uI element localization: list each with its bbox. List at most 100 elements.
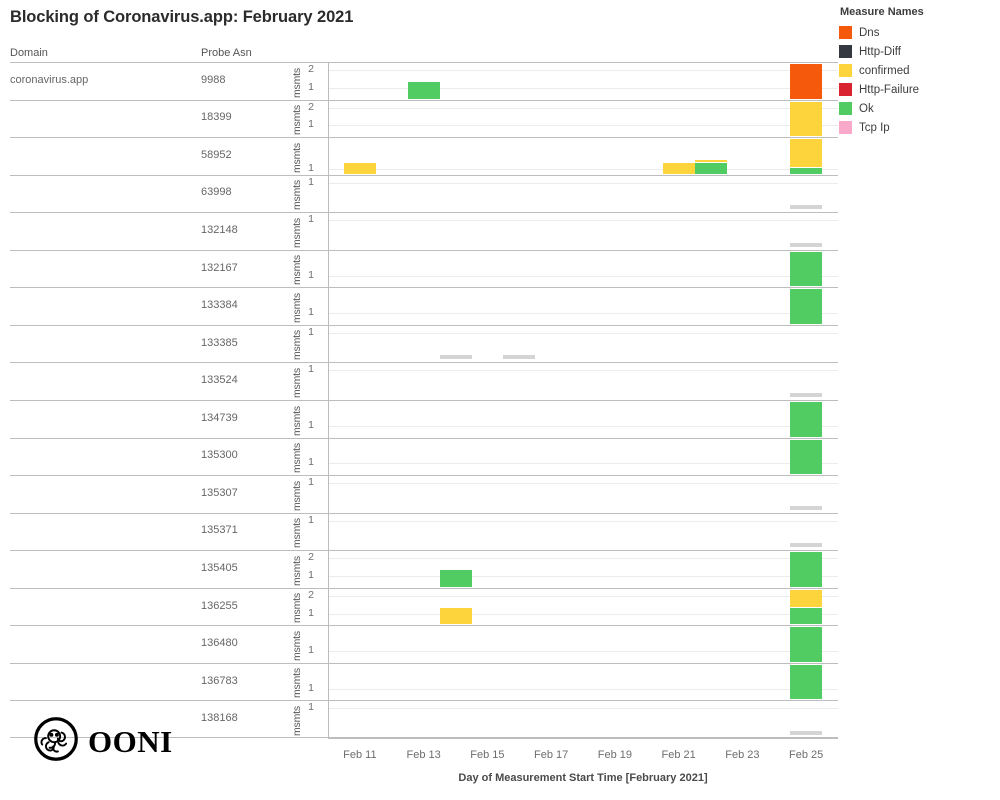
legend-item-label: Http-Failure	[859, 83, 920, 96]
x-axis-tick-label: Feb 21	[661, 749, 696, 761]
chart-row	[10, 475, 838, 513]
gridline	[328, 125, 838, 127]
y-axis-tick-label: 1	[308, 644, 314, 657]
y-axis-tick-label: 2	[308, 63, 314, 75]
legend-item[interactable]: confirmed	[839, 61, 994, 80]
probe-asn-label: 138168	[201, 712, 238, 725]
bar-segment-confirmed[interactable]	[790, 589, 823, 607]
probe-asn-label: 58952	[201, 148, 232, 161]
x-axis-tick-label: Feb 11	[343, 749, 377, 761]
chart-row	[10, 625, 838, 663]
legend-items: Dns Http-Diff confirmed Http-Failure Ok Tcp I…	[839, 23, 994, 137]
x-axis-line	[328, 738, 838, 739]
bar-segment-ok[interactable]	[790, 552, 823, 587]
bar-segment-ok[interactable]	[439, 570, 472, 587]
probe-asn-label: 135371	[201, 524, 238, 537]
y-axis-tick-label: 1	[308, 418, 314, 431]
y-axis-tick-label: 1	[308, 513, 314, 526]
legend-swatch-icon	[839, 64, 852, 77]
bar-segment-ok[interactable]	[790, 439, 823, 475]
y-axis-tick-label: 1	[308, 118, 314, 131]
probe-asn-label: 63998	[201, 186, 232, 199]
gridline	[328, 168, 838, 170]
legend-item[interactable]: Http-Failure	[839, 80, 994, 99]
chart-row	[10, 212, 838, 250]
gridline	[328, 332, 838, 334]
probe-asn-label: 132167	[201, 261, 238, 274]
legend-item-label: Tcp Ip	[859, 121, 890, 134]
bar-segment-dns[interactable]	[790, 64, 823, 99]
bar-segment-ok[interactable]	[790, 627, 823, 662]
gridline	[328, 370, 838, 372]
empty-measurement-marker	[790, 393, 823, 397]
chart-row	[10, 99, 838, 138]
x-axis-tick-label: Feb 25	[789, 749, 824, 761]
probe-asn-label: 9988	[201, 73, 226, 86]
empty-measurement-marker	[790, 242, 823, 247]
bar-segment-ok[interactable]	[694, 162, 727, 174]
chart-row	[10, 324, 838, 363]
gridline	[328, 483, 838, 485]
empty-measurement-marker	[439, 355, 472, 360]
chart-row	[10, 587, 838, 626]
x-axis-tick-label: Feb 19	[597, 749, 632, 761]
chart-row	[10, 249, 838, 288]
chart-row	[10, 437, 838, 476]
legend-swatch-icon	[839, 121, 852, 134]
x-axis-tick-label: Feb 13	[406, 749, 441, 761]
legend-swatch-icon	[839, 102, 852, 115]
legend-swatch-icon	[839, 83, 852, 96]
legend-item-label: Dns	[859, 26, 880, 39]
bar-segment-confirmed[interactable]	[343, 162, 376, 174]
y-axis-tick-label: 1	[308, 456, 314, 469]
bar-segment-confirmed[interactable]	[790, 101, 823, 137]
legend-item[interactable]: Dns	[839, 23, 994, 42]
probe-asn-label: 136480	[201, 637, 238, 650]
bar-segment-ok[interactable]	[790, 607, 823, 625]
gridline	[328, 313, 838, 315]
gridline	[328, 425, 838, 427]
legend-item-label: Ok	[859, 102, 874, 115]
chart-plot-area: 9988 msmts 1 2 18399 msmts 1 2 58952 msmts 1 63998 m…	[10, 62, 838, 738]
y-axis-tick-label: 1	[308, 161, 314, 174]
chart-row	[10, 512, 838, 551]
gridline	[328, 595, 838, 597]
legend-item[interactable]: Ok	[839, 99, 994, 118]
bar-segment-ok[interactable]	[790, 664, 823, 700]
gridline	[328, 107, 838, 109]
bar-segment-ok[interactable]	[790, 289, 823, 324]
probe-asn-label: 133384	[201, 299, 238, 312]
legend-item[interactable]: Http-Diff	[839, 42, 994, 61]
bar-segment-ok[interactable]	[790, 402, 823, 437]
probe-asn-label: 136783	[201, 674, 238, 687]
gridline	[328, 70, 838, 71]
bar-segment-ok[interactable]	[790, 167, 823, 174]
y-axis-tick-label: 1	[308, 681, 314, 694]
gridline	[328, 182, 838, 184]
probe-asn-label: 133524	[201, 374, 238, 387]
legend-title: Measure Names	[840, 6, 924, 18]
y-axis-tick-label: 1	[308, 268, 314, 281]
x-axis-tick-label: Feb 23	[725, 749, 760, 761]
bar-segment-confirmed[interactable]	[662, 162, 695, 174]
gridline	[328, 520, 838, 522]
legend-item[interactable]: Tcp Ip	[839, 118, 994, 137]
probe-asn-label: 136255	[201, 599, 238, 612]
gridline	[328, 651, 838, 653]
chart-row	[10, 550, 838, 588]
y-axis-tick-label: 1	[308, 80, 314, 93]
y-axis-tick-label: 1	[308, 701, 314, 714]
x-axis-title: Day of Measurement Start Time [February …	[458, 772, 708, 784]
empty-measurement-marker	[503, 355, 536, 360]
bar-segment-ok[interactable]	[790, 251, 823, 287]
bar-segment-ok[interactable]	[407, 81, 440, 99]
empty-measurement-marker	[790, 543, 823, 548]
bar-segment-confirmed[interactable]	[439, 607, 472, 625]
chart-row	[10, 62, 838, 100]
x-axis-tick-label: Feb 15	[470, 749, 505, 761]
gridline	[328, 688, 838, 690]
bar-segment-confirmed[interactable]	[790, 139, 823, 167]
y-axis-tick-label: 2	[308, 551, 314, 564]
bar-segment-confirmed[interactable]	[694, 159, 727, 162]
chart-row	[10, 137, 838, 175]
